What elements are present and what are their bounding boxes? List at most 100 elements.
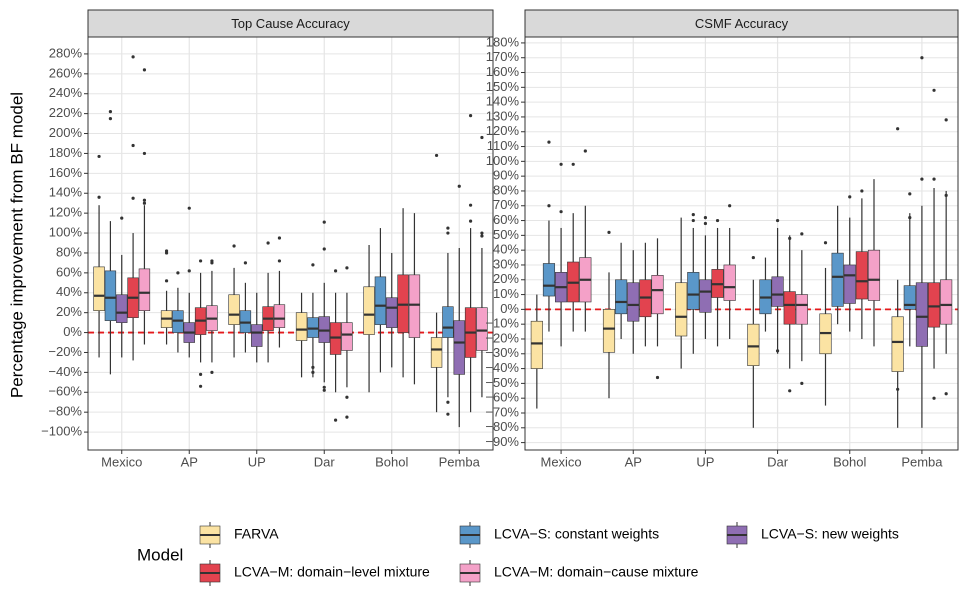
box	[927, 282, 941, 328]
y-tick-label: 70%	[493, 197, 519, 212]
box	[453, 320, 465, 375]
outlier	[800, 232, 804, 236]
box	[386, 297, 398, 328]
box	[747, 323, 760, 366]
box	[542, 263, 556, 297]
y-tick-label: −90%	[485, 434, 519, 449]
box	[783, 291, 796, 325]
y-tick-label: 130%	[486, 108, 520, 123]
outlier	[142, 151, 147, 156]
box	[771, 276, 784, 307]
panel-border	[524, 36, 959, 451]
outlier	[788, 236, 792, 240]
x-tick-label: Pemba	[439, 454, 481, 469]
outlier	[848, 195, 852, 199]
outlier	[655, 375, 660, 380]
outlier	[775, 349, 780, 353]
x-tick-label: Mexico	[540, 454, 581, 469]
box	[675, 282, 688, 337]
outlier	[446, 226, 450, 230]
y-tick-label: 180%	[49, 145, 83, 160]
y-tick-label: 90%	[493, 168, 519, 183]
outlier	[131, 143, 135, 148]
outlier	[322, 385, 326, 389]
outlier	[176, 271, 180, 275]
y-tick-label: −20%	[48, 344, 82, 359]
outlier	[691, 213, 695, 217]
box	[855, 251, 868, 300]
outlier	[800, 381, 804, 385]
outlier	[322, 247, 326, 251]
y-tick-label: 260%	[49, 65, 83, 80]
y-tick-label: 20%	[493, 271, 519, 286]
outlier	[131, 196, 135, 200]
outlier	[480, 231, 484, 235]
outlier	[120, 216, 124, 220]
x-tick-label: Dar	[314, 454, 336, 469]
legend-label: LCVA−S: new weights	[761, 526, 899, 542]
outlier	[210, 370, 214, 374]
x-tick-label: UP	[696, 454, 714, 469]
outlier	[164, 249, 169, 253]
y-tick-label: 240%	[49, 85, 83, 100]
outlier	[715, 218, 720, 223]
outlier	[345, 395, 349, 399]
box	[602, 309, 616, 353]
outlier	[571, 162, 575, 166]
outlier	[607, 230, 611, 234]
box	[228, 294, 240, 325]
outlier	[164, 279, 169, 283]
outlier	[559, 162, 563, 166]
y-tick-label: 40%	[56, 284, 82, 299]
y-tick-label: −60%	[485, 390, 519, 405]
outlier	[198, 384, 203, 388]
outlier	[266, 241, 270, 245]
box	[940, 279, 953, 325]
outlier	[468, 219, 473, 223]
panel-title: CSMF Accuracy	[695, 16, 789, 31]
outlier	[345, 266, 349, 270]
outlier	[446, 412, 450, 416]
y-tick-label: −100%	[41, 424, 82, 439]
box	[251, 324, 263, 347]
outlier	[142, 201, 147, 205]
y-tick-label: 120%	[486, 123, 520, 138]
outlier	[97, 195, 101, 199]
outlier	[751, 255, 755, 260]
y-tick-label: 0%	[63, 324, 82, 339]
y-tick-label: −30%	[485, 345, 519, 360]
outlier	[728, 204, 732, 208]
box	[627, 282, 640, 322]
y-tick-label: −80%	[485, 419, 519, 434]
outlier	[311, 370, 315, 374]
outlier	[322, 220, 326, 224]
outlier	[480, 135, 484, 140]
outlier	[703, 215, 708, 220]
y-tick-label: −80%	[48, 404, 82, 419]
box	[530, 320, 543, 369]
outlier	[142, 68, 147, 72]
y-axis-title: Percentage improvement from BF model	[7, 92, 26, 398]
outlier	[468, 114, 473, 118]
y-tick-label: −20%	[485, 330, 519, 345]
y-tick-label: 140%	[486, 94, 520, 109]
outlier	[823, 241, 828, 245]
outlier	[703, 221, 708, 226]
x-tick-label: Bohol	[375, 454, 408, 469]
box	[615, 279, 628, 315]
y-tick-label: 20%	[56, 304, 82, 319]
box	[843, 264, 856, 304]
outlier	[311, 263, 315, 267]
outlier	[446, 400, 450, 404]
y-tick-label: 170%	[486, 49, 520, 64]
outlier	[457, 184, 461, 188]
y-tick-label: 80%	[56, 244, 82, 259]
outlier	[920, 56, 924, 60]
outlier	[691, 218, 695, 223]
outlier	[788, 389, 792, 393]
outlier	[333, 269, 338, 273]
outlier	[311, 365, 315, 369]
legend-label: FARVA	[234, 526, 279, 542]
box	[295, 312, 308, 341]
